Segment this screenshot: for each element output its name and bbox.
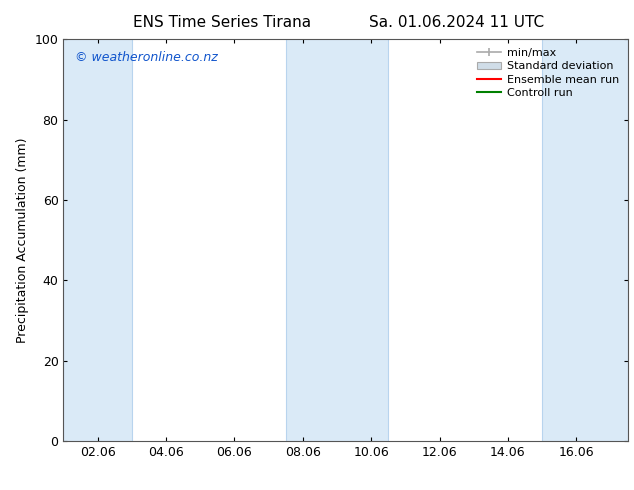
Text: ENS Time Series Tirana: ENS Time Series Tirana	[133, 15, 311, 30]
Legend: min/max, Standard deviation, Ensemble mean run, Controll run: min/max, Standard deviation, Ensemble me…	[473, 45, 622, 101]
Bar	[542, 39, 628, 441]
Bar	[63, 39, 132, 441]
Text: © weatheronline.co.nz: © weatheronline.co.nz	[75, 51, 217, 64]
Y-axis label: Precipitation Accumulation (mm): Precipitation Accumulation (mm)	[16, 137, 29, 343]
Bar	[286, 39, 388, 441]
Text: Sa. 01.06.2024 11 UTC: Sa. 01.06.2024 11 UTC	[369, 15, 544, 30]
